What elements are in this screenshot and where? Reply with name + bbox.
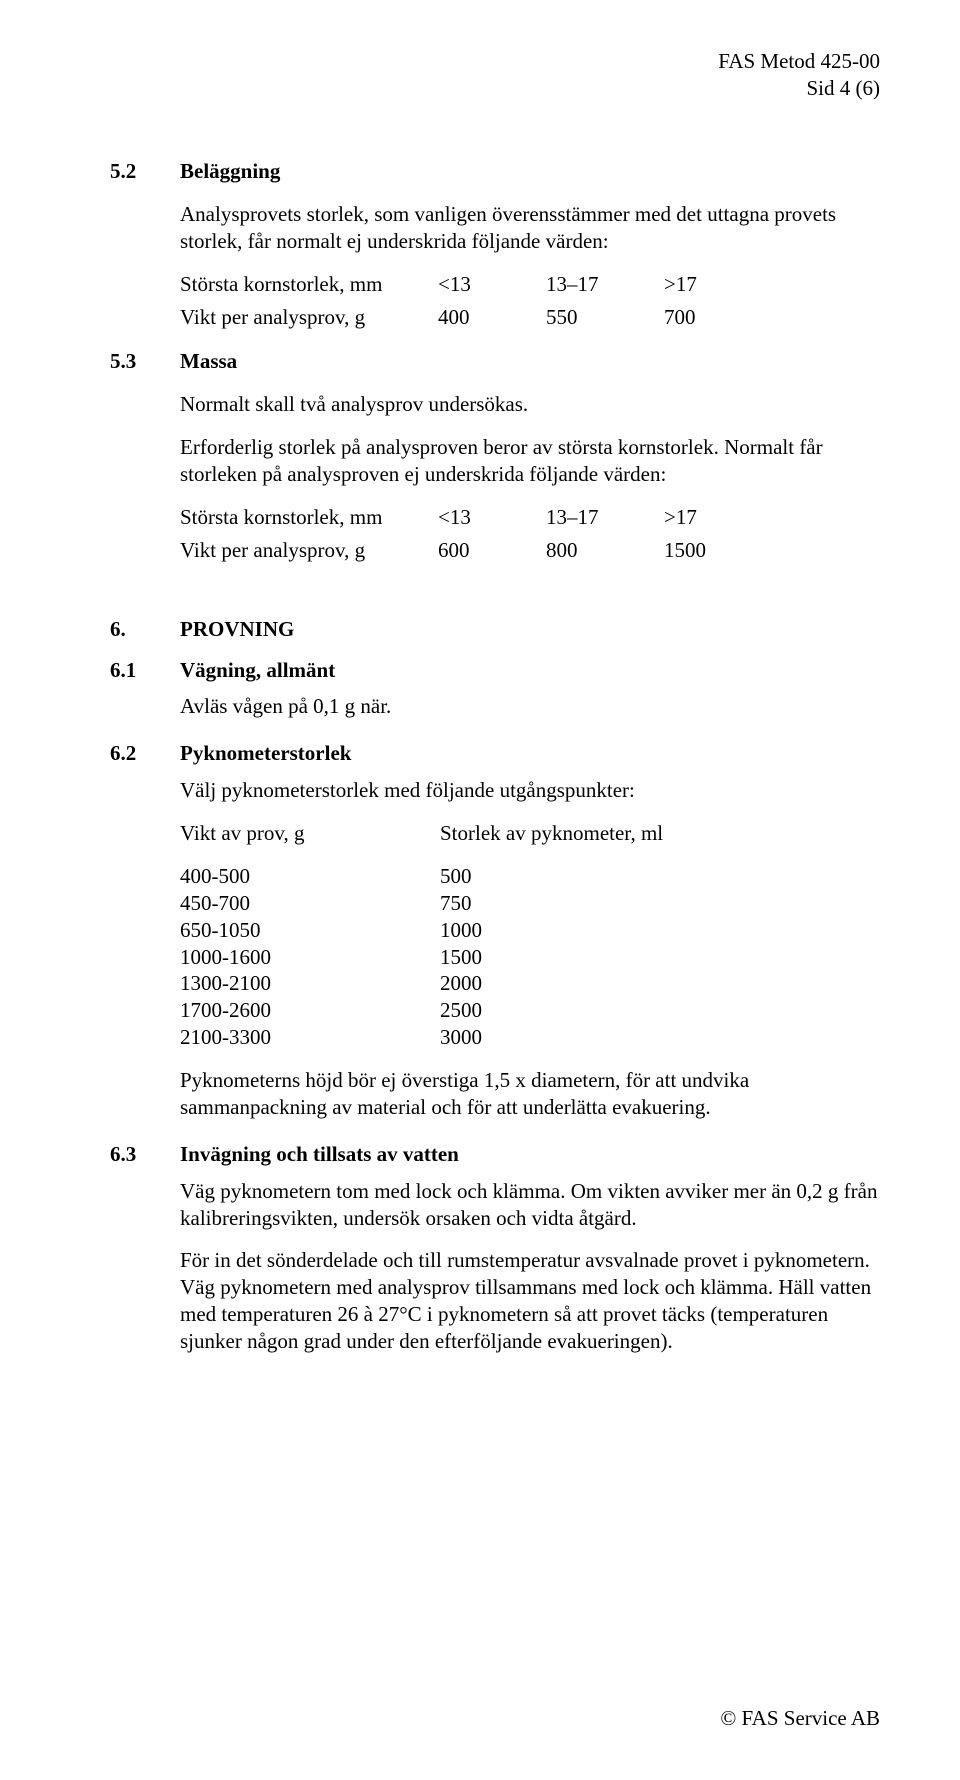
section-number: 6. <box>110 616 180 643</box>
cell: 1500 <box>664 537 772 564</box>
table-row: 1300-2100 2000 <box>180 970 482 997</box>
section-number: 5.3 <box>110 348 180 375</box>
content: 5.2 Beläggning Analysprovets storlek, so… <box>110 158 880 1371</box>
page: FAS Metod 425-00 Sid 4 (6) 5.2 Beläggnin… <box>0 0 960 1780</box>
section-6-3: 6.3 Invägning och tillsats av vatten Väg… <box>110 1141 880 1371</box>
paragraph: Analysprovets storlek, som vanligen över… <box>180 201 880 255</box>
section-title: Vägning, allmänt <box>180 657 880 684</box>
table-row: Största kornstorlek, mm <13 13–17 >17 <box>180 271 772 298</box>
cell: >17 <box>664 271 772 298</box>
cell: 650-1050 <box>180 917 440 944</box>
paragraph: Erforderlig storlek på analysproven bero… <box>180 434 880 488</box>
cell: 700 <box>664 304 772 331</box>
cell: 13–17 <box>546 271 664 298</box>
section-title: PROVNING <box>180 616 880 643</box>
cell: 400 <box>438 304 546 331</box>
cell: 3000 <box>440 1024 482 1051</box>
pyknometer-header: Vikt av prov, g Storlek av pyknometer, m… <box>180 820 663 847</box>
paragraph: Välj pyknometerstorlek med följande utgå… <box>180 777 880 804</box>
table-row: 650-1050 1000 <box>180 917 482 944</box>
cell: 500 <box>440 863 482 890</box>
table-row: 400-500 500 <box>180 863 482 890</box>
cell: <13 <box>438 504 546 531</box>
section-6: 6. PROVNING <box>110 616 880 653</box>
paragraph: Normalt skall två analysprov undersökas. <box>180 391 880 418</box>
kornstorlek-table: Största kornstorlek, mm <13 13–17 >17 Vi… <box>180 504 772 564</box>
kornstorlek-table: Största kornstorlek, mm <13 13–17 >17 Vi… <box>180 271 772 331</box>
cell: Största kornstorlek, mm <box>180 504 438 531</box>
cell: 450-700 <box>180 890 440 917</box>
cell: >17 <box>664 504 772 531</box>
cell: 550 <box>546 304 664 331</box>
cell: 600 <box>438 537 546 564</box>
section-6-1: 6.1 Vägning, allmänt Avläs vågen på 0,1 … <box>110 657 880 737</box>
table-row: Vikt per analysprov, g 400 550 700 <box>180 304 772 331</box>
section-5-2: 5.2 Beläggning Analysprovets storlek, so… <box>110 158 880 344</box>
paragraph: Väg pyknometern tom med lock och klämma.… <box>180 1178 880 1232</box>
cell: 400-500 <box>180 863 440 890</box>
cell: 2500 <box>440 997 482 1024</box>
section-title: Invägning och tillsats av vatten <box>180 1141 880 1168</box>
section-number: 6.3 <box>110 1141 180 1168</box>
cell: 1000-1600 <box>180 944 440 971</box>
cell: Vikt per analysprov, g <box>180 304 438 331</box>
section-number: 5.2 <box>110 158 180 185</box>
table-row: Största kornstorlek, mm <13 13–17 >17 <box>180 504 772 531</box>
paragraph: Pyknometerns höjd bör ej överstiga 1,5 x… <box>180 1067 880 1121</box>
page-number: Sid 4 (6) <box>718 75 880 102</box>
footer-copyright: © FAS Service AB <box>720 1705 880 1732</box>
column-header: Vikt av prov, g <box>180 820 440 847</box>
column-header: Storlek av pyknometer, ml <box>440 820 663 847</box>
table-row: 450-700 750 <box>180 890 482 917</box>
cell: Vikt per analysprov, g <box>180 537 438 564</box>
paragraph: För in det sönderdelade och till rumstem… <box>180 1247 880 1355</box>
header: FAS Metod 425-00 Sid 4 (6) <box>718 48 880 102</box>
cell: <13 <box>438 271 546 298</box>
cell: 750 <box>440 890 482 917</box>
section-5-3: 5.3 Massa Normalt skall två analysprov u… <box>110 348 880 577</box>
cell: 1700-2600 <box>180 997 440 1024</box>
table-row: 1700-2600 2500 <box>180 997 482 1024</box>
section-title: Beläggning <box>180 158 880 185</box>
pyknometer-table: 400-500 500 450-700 750 650-1050 1000 10… <box>180 863 482 1051</box>
doc-id: FAS Metod 425-00 <box>718 48 880 75</box>
section-number: 6.2 <box>110 740 180 767</box>
cell: 800 <box>546 537 664 564</box>
table-row: Vikt per analysprov, g 600 800 1500 <box>180 537 772 564</box>
cell: 1000 <box>440 917 482 944</box>
table-row: 2100-3300 3000 <box>180 1024 482 1051</box>
section-title: Massa <box>180 348 880 375</box>
cell: 13–17 <box>546 504 664 531</box>
cell: 2100-3300 <box>180 1024 440 1051</box>
cell: 1500 <box>440 944 482 971</box>
section-title: Pyknometerstorlek <box>180 740 880 767</box>
cell: 1300-2100 <box>180 970 440 997</box>
cell: 2000 <box>440 970 482 997</box>
section-6-2: 6.2 Pyknometerstorlek Välj pyknometersto… <box>110 740 880 1137</box>
table-row: 1000-1600 1500 <box>180 944 482 971</box>
paragraph: Avläs vågen på 0,1 g när. <box>180 693 880 720</box>
section-number: 6.1 <box>110 657 180 684</box>
cell: Största kornstorlek, mm <box>180 271 438 298</box>
